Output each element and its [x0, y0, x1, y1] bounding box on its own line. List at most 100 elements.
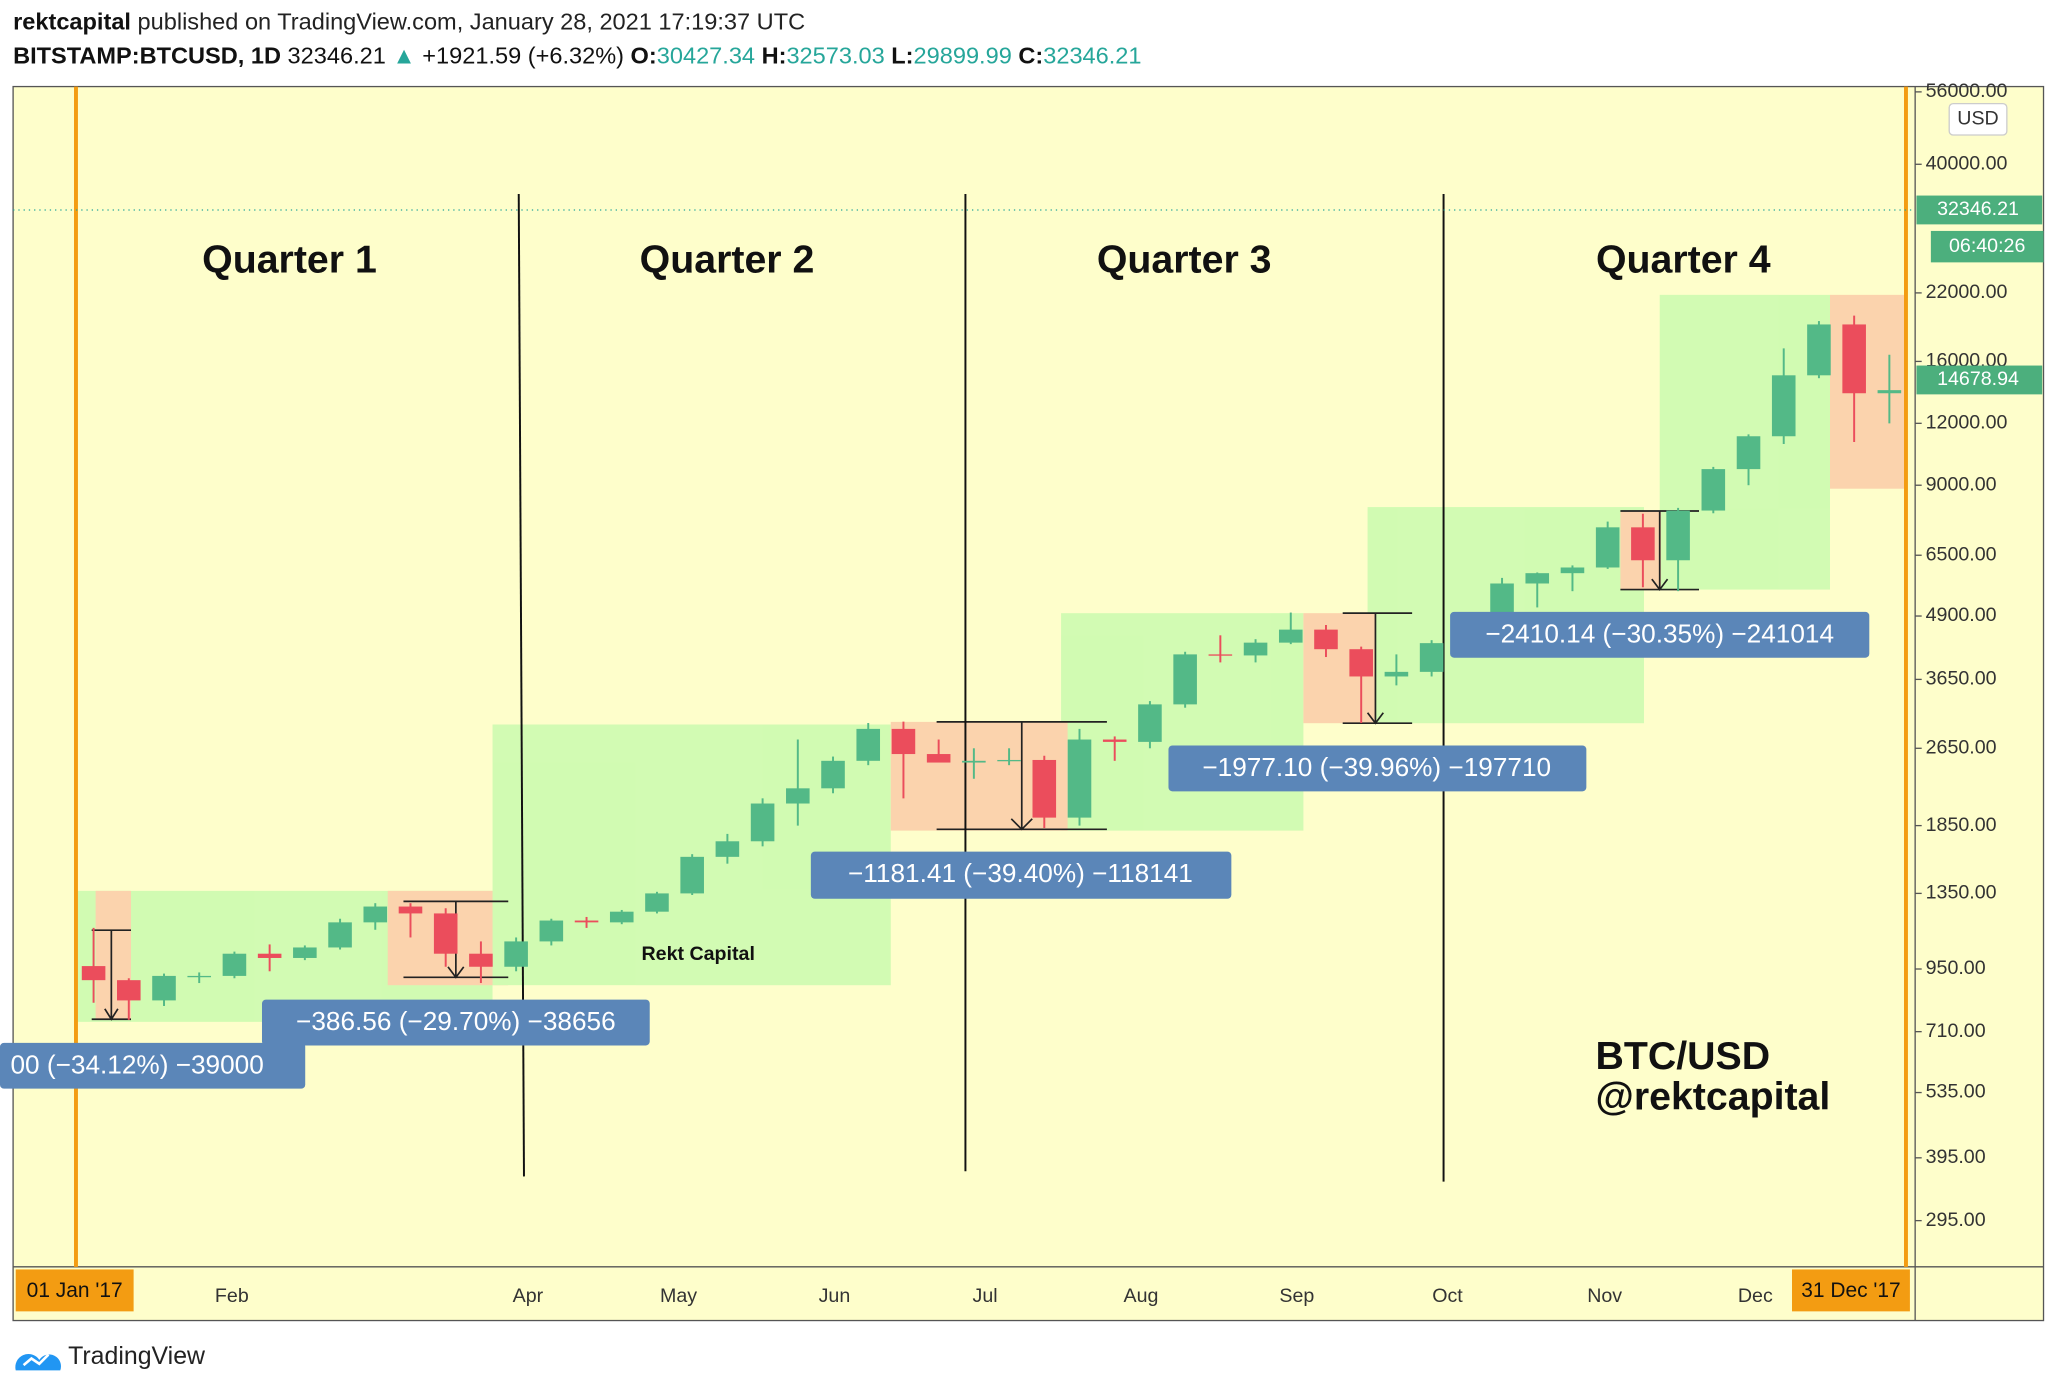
candle-body — [187, 975, 212, 978]
y-tick-label: 22000.00 — [1926, 281, 2008, 303]
annotation-box — [810, 851, 1232, 899]
close-tag-label: 14678.94 — [1937, 368, 2019, 390]
candle-body — [1419, 643, 1444, 672]
annotation-box — [261, 999, 650, 1046]
annotation: −1181.41 (−39.40%) −118141 — [848, 858, 1193, 888]
y-tick-label: 9000.00 — [1926, 473, 1997, 495]
candle-body — [1807, 324, 1831, 376]
published: published on TradingView.com, January 28… — [138, 9, 806, 35]
quarter-label: Quarter 1 — [202, 237, 377, 281]
author: rektcapital — [13, 9, 131, 35]
countdown-tag — [1930, 230, 2044, 263]
x-tick-label: Oct — [1432, 1285, 1463, 1307]
y-tick-label: 295.00 — [1926, 1209, 1986, 1231]
y-tick-label: 40000.00 — [1926, 152, 2008, 174]
close-tag — [1916, 365, 2043, 395]
candle-body — [715, 841, 740, 857]
brand: TradingView — [68, 1342, 206, 1370]
candle-body — [328, 922, 352, 948]
x-tick-label: Apr — [513, 1285, 544, 1307]
x-tick-label: Nov — [1587, 1285, 1622, 1307]
symbol: BITSTAMP:BTCUSD, 1D — [13, 43, 281, 69]
quarter-label: Quarter 2 — [640, 237, 815, 281]
measure — [936, 721, 1107, 831]
candle-body — [1771, 375, 1796, 437]
candle-body — [1102, 739, 1127, 742]
candle-body — [1701, 469, 1726, 511]
logo-line — [22, 1353, 50, 1367]
arrow: ▲ — [392, 43, 415, 69]
currency-box — [1948, 102, 2008, 136]
candle-body — [645, 893, 669, 912]
x-tick-label: Feb — [215, 1285, 249, 1307]
candle-body — [1666, 510, 1690, 561]
y-tick-label: 4900.00 — [1926, 604, 1997, 626]
price-tag-label: 32346.21 — [1937, 198, 2019, 220]
chart-frame — [12, 85, 2045, 1322]
annotation-box — [1450, 611, 1870, 658]
measure — [1342, 612, 1413, 725]
countdown: 06:40:26 — [1949, 235, 2025, 257]
candle-body — [433, 913, 458, 954]
x-tick-label: Aug — [1124, 1285, 1159, 1307]
y-tick-label: 6500.00 — [1926, 543, 1997, 565]
y-tick-label: 2650.00 — [1926, 736, 1997, 758]
open-label: O: — [631, 43, 657, 69]
candle-body — [222, 953, 247, 976]
change: +1921.59 (+6.32%) — [422, 43, 624, 69]
candle-body — [81, 966, 106, 981]
close: 32346.21 — [1043, 43, 1141, 69]
candle-body — [293, 947, 317, 958]
candle-body — [786, 788, 810, 804]
caption: BTC/USD — [1596, 1034, 1771, 1078]
candle-body — [1525, 573, 1550, 584]
candle-body — [1067, 739, 1092, 818]
candle-body — [1314, 629, 1338, 650]
annotation: 00 (−34.12%) −39000 — [10, 1049, 263, 1079]
candle-body — [398, 906, 423, 914]
candle-body — [1208, 654, 1233, 656]
candle-body — [1736, 436, 1761, 470]
y-tick-label: 395.00 — [1926, 1146, 1986, 1168]
close-label: C: — [1018, 43, 1043, 69]
x-tick-label: May — [660, 1285, 697, 1307]
candle-body — [469, 953, 493, 967]
candle-body — [363, 906, 388, 923]
candle-body — [117, 980, 141, 1001]
y-tick-label: 535.00 — [1926, 1081, 1986, 1103]
y-tick-label: 1350.00 — [1926, 882, 1997, 904]
candle-body — [680, 856, 704, 894]
price-tag — [1916, 195, 2043, 225]
candle-body — [1842, 324, 1866, 394]
annotation-box — [1168, 745, 1587, 792]
currency: USD — [1957, 107, 1998, 129]
candle-body — [539, 920, 564, 942]
y-tick-label: 56000.00 — [1926, 80, 2008, 102]
candle-body — [1032, 759, 1057, 818]
candle-body — [1138, 704, 1162, 742]
candle-body — [1278, 629, 1303, 643]
candle-body — [1877, 390, 1902, 394]
y-tick-label: 3650.00 — [1926, 668, 1997, 690]
measures — [91, 510, 1700, 1021]
candle-body — [1595, 527, 1620, 568]
low: 29899.99 — [914, 43, 1012, 69]
measure — [91, 929, 131, 1021]
candle-body — [1631, 527, 1655, 561]
candle-body — [750, 803, 775, 842]
caption: @rektcapital — [1596, 1075, 1831, 1119]
candle-body — [856, 728, 881, 761]
quarter-label: Quarter 3 — [1097, 237, 1272, 281]
candle-body — [891, 728, 916, 755]
annotation-box — [0, 1042, 306, 1089]
annotation: −386.56 (−29.70%) −38656 — [296, 1006, 616, 1036]
x-tick-label: Jun — [819, 1285, 851, 1307]
open: 30427.34 — [657, 43, 755, 69]
candle-body — [1243, 642, 1268, 656]
header-line-2: BITSTAMP:BTCUSD, 1D 32346.21 ▲ +1921.59 … — [13, 43, 1141, 69]
header-line-1: rektcapital published on TradingView.com… — [13, 9, 805, 35]
x-tick-label: Dec — [1738, 1285, 1773, 1307]
candle-body — [609, 911, 634, 923]
high-label: H: — [762, 43, 787, 69]
